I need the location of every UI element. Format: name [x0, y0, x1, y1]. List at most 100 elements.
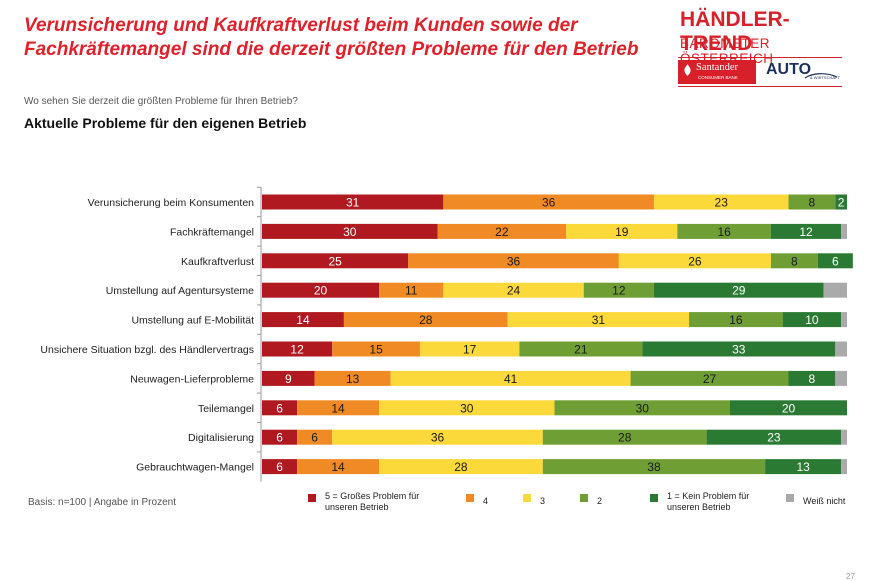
bar-segment [262, 341, 333, 357]
data-label: 12 [799, 225, 813, 239]
bar-segment [297, 459, 379, 475]
data-label: 28 [454, 460, 468, 474]
bar-segment [841, 312, 847, 328]
category-label: Kaufkraftverlust [181, 256, 254, 268]
bar-segment [706, 429, 842, 445]
bar-segment [730, 400, 847, 416]
legend-label-4: 4 [483, 496, 489, 506]
data-label: 13 [346, 372, 360, 386]
basis-note: Basis: n=100 | Angabe in Prozent [28, 497, 176, 508]
data-label: 28 [419, 313, 433, 327]
bar-segment [519, 341, 643, 357]
data-label: 27 [703, 372, 717, 386]
data-label: 8 [809, 372, 816, 386]
data-label: 36 [542, 196, 556, 210]
stacked-bar-chart: Verunsicherung beim Konsumenten 31 36 23 8 2 F… [40, 186, 853, 482]
data-label: 23 [767, 431, 781, 445]
santander-name: Santander [696, 62, 738, 73]
data-label: 6 [276, 401, 283, 415]
bar-segment [332, 341, 420, 357]
car-swoosh-icon [804, 73, 838, 79]
bar-segment [817, 253, 853, 269]
category-label: Digitalisierung [188, 432, 254, 444]
data-label: 28 [618, 431, 632, 445]
bar-segment [297, 429, 333, 445]
legend-swatch-1 [650, 494, 658, 502]
bar-segment [408, 253, 619, 269]
logo-bottom-divider [678, 86, 842, 87]
legend-swatch-5 [308, 494, 316, 502]
bar-segment [542, 429, 707, 445]
data-label: 12 [612, 284, 626, 298]
bar-segment [379, 459, 543, 475]
bar-segment [823, 282, 847, 298]
bar-segment [653, 194, 789, 210]
bar-segment [618, 253, 771, 269]
auto-wirtschaft-logo: AUTO & WIRTSCHAFT [764, 60, 842, 84]
category-label: Neuwagen-Lieferprobleme [130, 373, 254, 385]
data-label: 36 [507, 254, 521, 268]
data-label: 13 [796, 460, 810, 474]
data-label: 20 [314, 284, 328, 298]
bar-segment [262, 459, 298, 475]
bar-segment [262, 194, 444, 210]
bar-segment [566, 223, 678, 239]
category-label: Teilemangel [198, 403, 254, 415]
bar-segment [653, 282, 824, 298]
legend-swatch-dk [786, 494, 794, 502]
legend-swatch-4 [466, 494, 474, 502]
data-label: 33 [732, 343, 746, 357]
category-label: Gebrauchtwagen-Mangel [136, 462, 254, 474]
bar-segment [437, 223, 567, 239]
bar-segment [788, 370, 836, 386]
data-label: 6 [276, 431, 283, 445]
category-label: Verunsicherung beim Konsumenten [88, 197, 255, 209]
data-label: 16 [717, 225, 731, 239]
bar-segment [262, 312, 344, 328]
legend-label-1: 1 = Kein Problem für unseren Betrieb [667, 491, 750, 512]
data-label: 2 [838, 196, 845, 210]
data-label: 9 [285, 372, 292, 386]
haendler-trend-logo: HÄNDLER-TREND BAROMETER ÖSTERREICH Santa… [672, 6, 850, 87]
bar-segment [689, 312, 783, 328]
bar-segment [314, 370, 391, 386]
bar-segment [343, 312, 508, 328]
data-label: 6 [311, 431, 318, 445]
data-label: 30 [460, 401, 474, 415]
data-label: 6 [276, 460, 283, 474]
bar-segment [835, 194, 847, 210]
data-label: 22 [495, 225, 509, 239]
data-label: 26 [688, 254, 702, 268]
data-label: 17 [463, 343, 477, 357]
bar-segment [262, 223, 438, 239]
category-label: Unsichere Situation bzgl. des Händlerver… [40, 344, 254, 356]
data-label: 31 [592, 313, 606, 327]
bar-segment [782, 312, 842, 328]
bar-segment [835, 341, 847, 357]
legend-swatch-2 [580, 494, 588, 502]
page-title: Verunsicherung und Kaufkraftverlust beim… [24, 15, 639, 60]
data-label: 23 [715, 196, 729, 210]
data-label: 14 [331, 460, 345, 474]
santander-logo: Santander CONSUMER BANK [678, 60, 756, 84]
bar-segment [262, 370, 315, 386]
chart-subtitle: Aktuelle Probleme für den eigenen Betrie… [24, 115, 307, 131]
data-label: 15 [369, 343, 383, 357]
bar-segment [642, 341, 836, 357]
data-label: 6 [832, 254, 839, 268]
data-label: 36 [431, 431, 445, 445]
bar-segment [262, 253, 409, 269]
data-label: 38 [647, 460, 661, 474]
bar-segment [770, 223, 842, 239]
auto-name: AUTO [766, 61, 812, 78]
bar-segment [841, 223, 847, 239]
data-label: 30 [636, 401, 650, 415]
bar-segment [770, 253, 818, 269]
legend-label-2: 2 [597, 496, 603, 506]
legend-label-dk: Weiß nicht [803, 496, 846, 506]
data-label: 21 [574, 343, 588, 357]
bar-segment [297, 400, 379, 416]
data-label: 19 [615, 225, 629, 239]
data-label: 14 [331, 401, 345, 415]
legend-swatch-3 [523, 494, 531, 502]
